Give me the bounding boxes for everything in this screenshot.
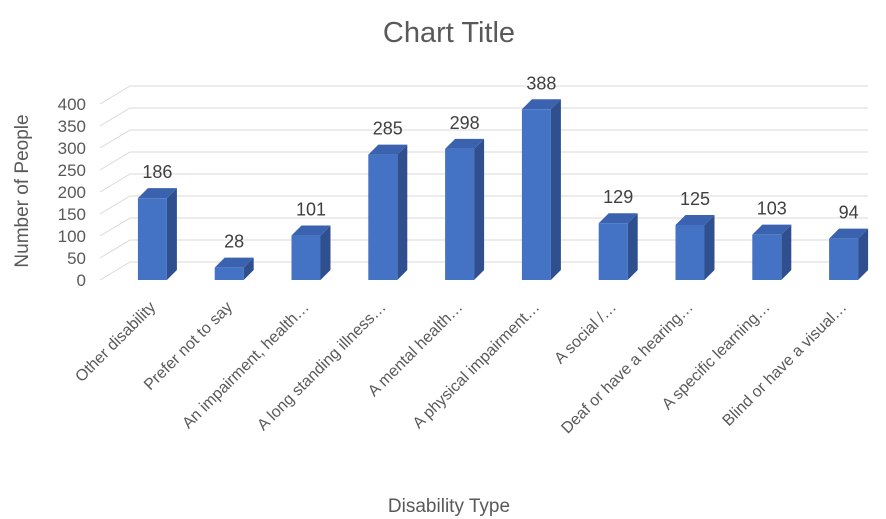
bar	[291, 225, 331, 280]
bar	[521, 99, 561, 280]
gridlines	[99, 85, 868, 281]
x-axis-title: Disability Type	[388, 496, 510, 517]
bar	[598, 213, 638, 280]
data-label: 298	[450, 113, 480, 133]
y-tick-label: 100	[58, 227, 86, 246]
y-tick-label: 0	[77, 271, 86, 290]
gridline	[99, 173, 868, 193]
data-labels: 186 28 101 285 298 388 129 125 103 94	[142, 73, 858, 251]
data-label: 101	[296, 200, 326, 220]
bars	[137, 99, 869, 280]
y-axis-title: Number of People	[12, 114, 33, 267]
gridline	[99, 129, 868, 149]
data-label: 388	[526, 73, 556, 93]
data-label: 186	[142, 162, 172, 182]
y-tick-label: 250	[58, 161, 86, 180]
x-tick-label: A social /…	[551, 299, 620, 368]
y-tick-label: 50	[67, 249, 86, 268]
data-label: 129	[603, 187, 633, 207]
y-tick-label: 150	[58, 205, 86, 224]
data-label: 125	[680, 189, 710, 209]
x-tick-label: Other disability	[72, 299, 159, 386]
y-tick-label: 350	[58, 117, 86, 136]
x-tick-label: Deaf or have a hearing…	[558, 299, 696, 437]
x-tick-label: An impairment, health…	[179, 299, 312, 432]
data-label: 103	[757, 199, 787, 219]
y-tick-label: 200	[58, 183, 86, 202]
x-tick-label: Blind or have a visual…	[720, 299, 851, 430]
bar	[752, 224, 792, 280]
x-tick-label: A long standing illness…	[254, 299, 389, 434]
bar	[137, 188, 177, 280]
data-label: 285	[373, 119, 403, 139]
bar	[675, 215, 715, 280]
gridline	[99, 151, 868, 171]
gridline	[99, 85, 868, 105]
bar	[829, 228, 869, 280]
y-tick-label: 400	[58, 95, 86, 114]
bar	[445, 138, 485, 280]
x-tick-label: A physical impairment…	[410, 299, 543, 432]
y-tick-label: 300	[58, 139, 86, 158]
data-label: 94	[839, 203, 859, 223]
gridline	[99, 195, 868, 215]
data-label: 28	[224, 232, 244, 252]
chart-title: Chart Title	[383, 17, 515, 49]
bar	[214, 257, 254, 280]
bar	[368, 144, 408, 280]
gridline	[99, 107, 868, 127]
y-axis-ticks: 0 50 100 150 200 250 300 350 400	[58, 95, 86, 290]
